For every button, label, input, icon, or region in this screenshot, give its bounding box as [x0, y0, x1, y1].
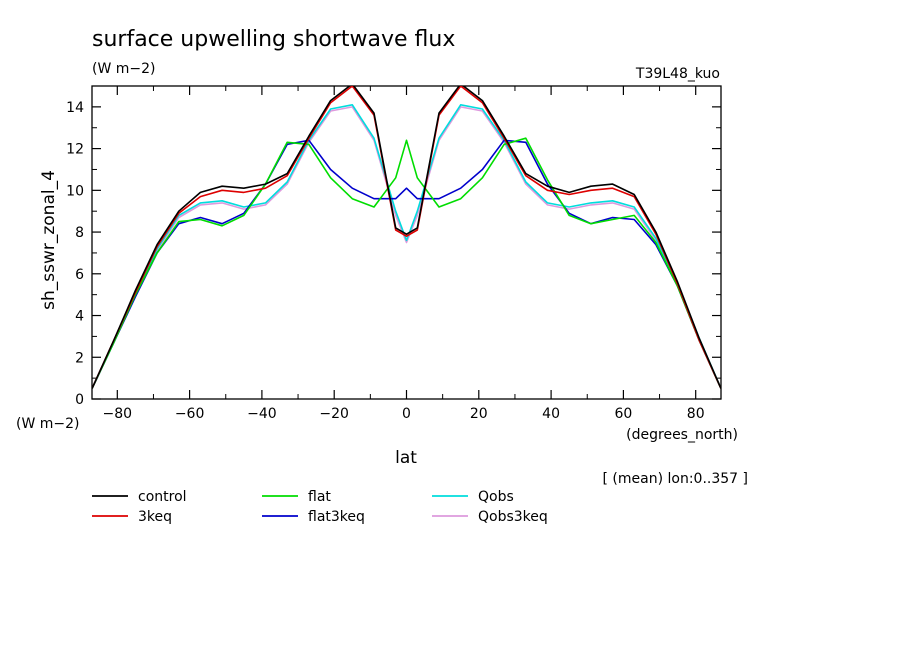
y-axis-label: sh_sswr_zonal_4 [39, 170, 59, 310]
footnote: [ (mean) lon:0..357 ] [603, 471, 748, 487]
legend-label: control [138, 489, 187, 505]
legend-label: flat3keq [308, 509, 365, 525]
x-tick-label: −60 [175, 406, 205, 422]
x-tick-label: 0 [402, 406, 411, 422]
x-tick-label: 40 [542, 406, 560, 422]
y-tick-label: 8 [75, 225, 84, 241]
axis-ticks: −80 −60 −40 −20 0 20 40 60 80 0 2 4 6 8 10 12 14 [66, 85, 721, 422]
series-line-flat [92, 137, 721, 389]
y-tick-label: 14 [66, 100, 84, 116]
series-line-flat3keq [92, 139, 721, 389]
legend-label: Qobs3keq [478, 509, 548, 525]
legend-item-flat3keq: flat3keq [262, 509, 365, 525]
y-tick-label: 2 [75, 350, 84, 366]
series-line-3keq [92, 86, 721, 389]
legend-label: flat [308, 489, 331, 505]
y-axis-units: (W m−2) [16, 416, 80, 432]
legend-item-qobs3keq: Qobs3keq [432, 509, 548, 525]
x-tick-label: −20 [319, 406, 349, 422]
series-line-control [92, 86, 721, 389]
y-tick-label: 0 [75, 392, 84, 408]
legend-item-control: control [92, 489, 187, 505]
x-tick-label: 80 [687, 406, 705, 422]
x-tick-label: 60 [614, 406, 632, 422]
legend-label: Qobs [478, 489, 514, 505]
experiment-label: T39L48_kuo [635, 66, 720, 82]
x-tick-label: 20 [470, 406, 488, 422]
series-line-qobs3keq [92, 106, 721, 389]
y-tick-label: 12 [66, 142, 84, 158]
x-axis-label: lat [395, 448, 417, 468]
legend-label: 3keq [138, 509, 172, 525]
chart-units: (W m−2) [92, 61, 156, 77]
legend: control 3keq flat flat3keq Qobs Qobs3keq [92, 489, 548, 525]
chart-title: surface upwelling shortwave flux [92, 27, 455, 52]
legend-item-flat: flat [262, 489, 331, 505]
y-tick-label: 4 [75, 309, 84, 325]
y-tick-label: 6 [75, 267, 84, 283]
series-line-qobs [92, 104, 721, 389]
series-lines [92, 86, 721, 389]
legend-item-qobs: Qobs [432, 489, 514, 505]
x-axis-units: (degrees_north) [626, 427, 738, 443]
x-tick-label: −40 [247, 406, 277, 422]
x-tick-label: −80 [103, 406, 133, 422]
legend-item-3keq: 3keq [92, 509, 172, 525]
y-tick-label: 10 [66, 183, 84, 199]
